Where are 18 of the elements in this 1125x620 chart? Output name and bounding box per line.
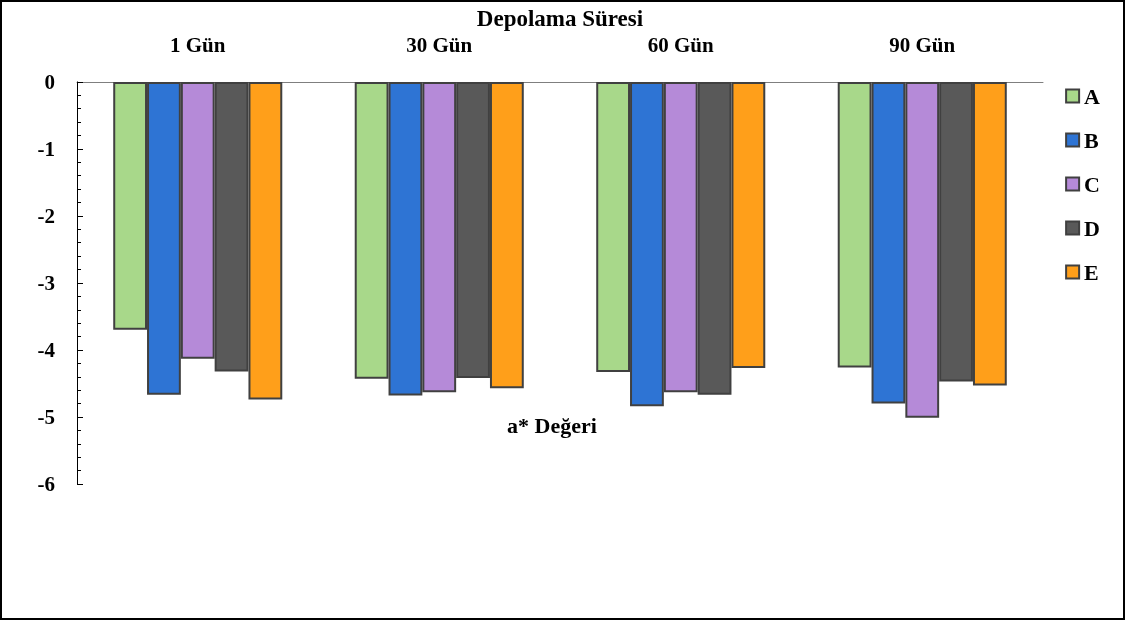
y-tick-label: -2	[37, 203, 55, 228]
y-tick-label: -5	[37, 404, 55, 429]
x-tick-label: 30 Gün	[406, 33, 473, 58]
y-tick-label: -4	[37, 337, 56, 362]
legend-label: D	[1084, 215, 1100, 241]
y-tick-label: -6	[37, 472, 55, 496]
x-axis-title: Depolama Süresi	[476, 6, 644, 31]
x-tick-label: 1 Gün	[170, 33, 226, 58]
y-tick-label: -3	[37, 270, 55, 295]
legend-label: A	[1084, 83, 1101, 109]
legend-label: E	[1084, 259, 1099, 285]
legend-label: B	[1084, 127, 1100, 153]
x-tick-label: 60 Gün	[647, 33, 715, 58]
legend-label: C	[1084, 171, 1100, 197]
x-tick-label: 90 Gün	[889, 33, 956, 58]
y-axis-title: a* Değeri	[507, 412, 597, 438]
y-tick-label: -1	[37, 136, 55, 161]
y-tick-label: 0	[44, 69, 55, 94]
